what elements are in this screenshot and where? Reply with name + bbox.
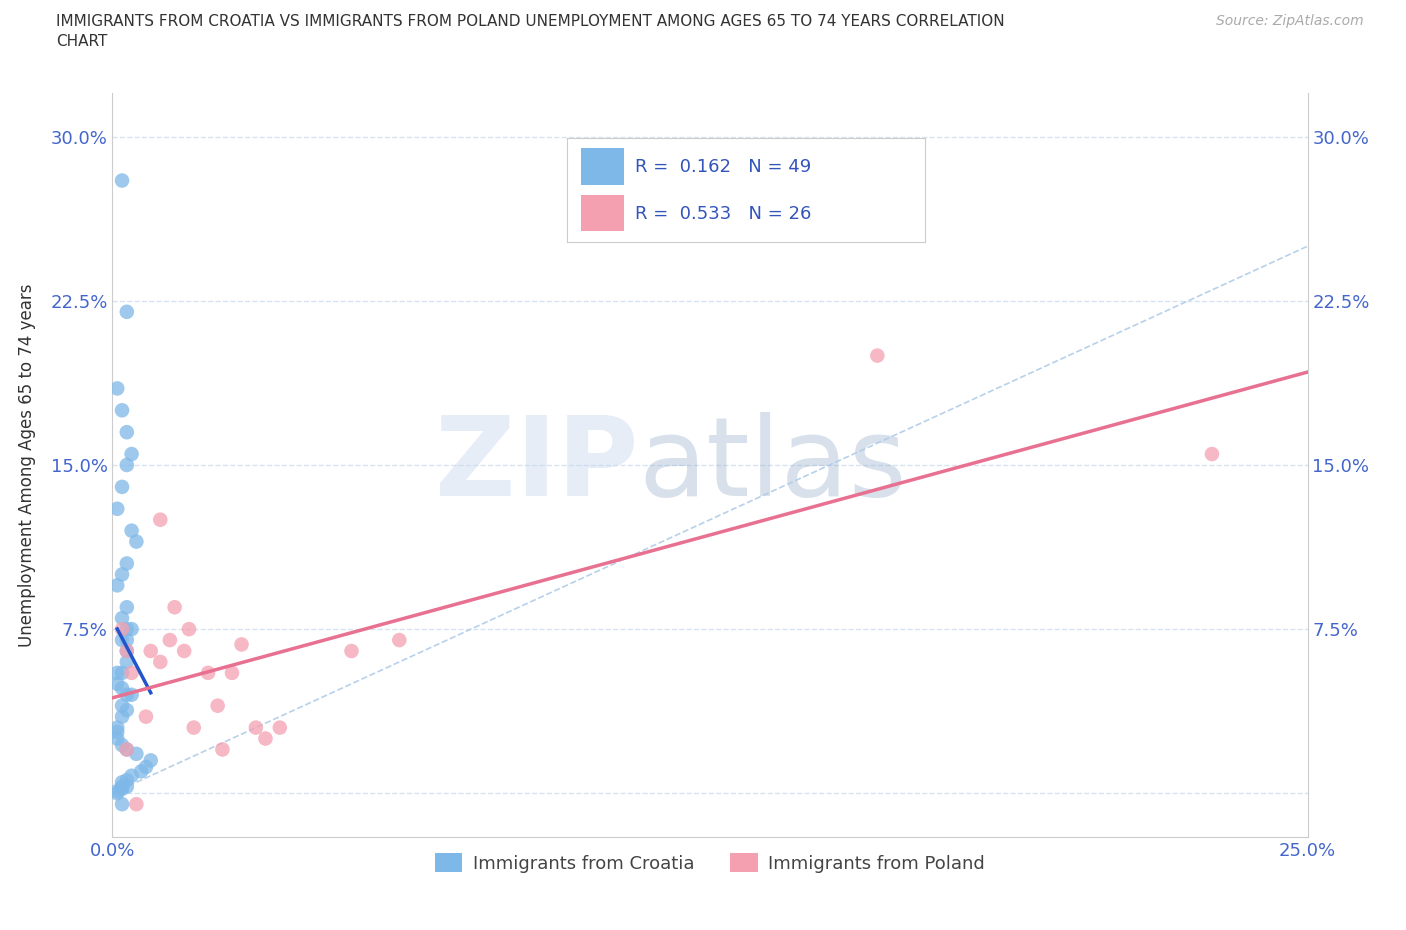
Point	[111, 632, 134, 647]
Point	[111, 737, 134, 752]
Point	[183, 720, 205, 735]
Point	[115, 600, 138, 615]
Point	[125, 747, 148, 762]
Point	[254, 731, 277, 746]
Point	[115, 742, 138, 757]
Point	[388, 632, 411, 647]
Text: Source: ZipAtlas.com: Source: ZipAtlas.com	[1216, 14, 1364, 28]
Point	[115, 632, 138, 647]
Point	[245, 720, 267, 735]
Point	[105, 731, 128, 746]
Point	[115, 773, 138, 788]
Point	[125, 534, 148, 549]
Point	[211, 742, 233, 757]
Point	[1201, 446, 1223, 461]
Point	[173, 644, 195, 658]
Point	[115, 687, 138, 702]
Y-axis label: Unemployment Among Ages 65 to 74 years: Unemployment Among Ages 65 to 74 years	[18, 284, 37, 646]
Point	[115, 655, 138, 670]
Point	[139, 644, 162, 658]
Point	[111, 403, 134, 418]
Point	[135, 710, 157, 724]
Point	[105, 381, 128, 396]
Point	[115, 621, 138, 636]
Point	[115, 703, 138, 718]
Point	[269, 720, 291, 735]
Point	[105, 724, 128, 739]
Point	[111, 775, 134, 790]
Point	[105, 720, 128, 735]
Point	[149, 655, 172, 670]
Point	[121, 621, 143, 636]
Text: CHART: CHART	[56, 34, 108, 49]
Point	[111, 710, 134, 724]
Point	[115, 425, 138, 440]
Legend: Immigrants from Croatia, Immigrants from Poland: Immigrants from Croatia, Immigrants from…	[427, 846, 993, 880]
Point	[231, 637, 253, 652]
Point	[115, 644, 138, 658]
Point	[111, 621, 134, 636]
Point	[111, 698, 134, 713]
Point	[111, 173, 134, 188]
Point	[139, 753, 162, 768]
Point	[105, 501, 128, 516]
Point	[111, 611, 134, 626]
Point	[129, 764, 152, 778]
Point	[149, 512, 172, 527]
Text: ZIP: ZIP	[434, 411, 638, 519]
Point	[207, 698, 229, 713]
Point	[111, 567, 134, 582]
Point	[105, 784, 128, 799]
Point	[121, 446, 143, 461]
Point	[115, 742, 138, 757]
Point	[105, 666, 128, 681]
Point	[121, 687, 143, 702]
Point	[105, 676, 128, 691]
Point	[177, 621, 200, 636]
Point	[111, 666, 134, 681]
Point	[111, 480, 134, 495]
Point	[111, 681, 134, 696]
Text: IMMIGRANTS FROM CROATIA VS IMMIGRANTS FROM POLAND UNEMPLOYMENT AMONG AGES 65 TO : IMMIGRANTS FROM CROATIA VS IMMIGRANTS FR…	[56, 14, 1005, 29]
Point	[105, 786, 128, 801]
Point	[866, 348, 889, 363]
Point	[121, 666, 143, 681]
Point	[115, 779, 138, 794]
Point	[340, 644, 363, 658]
Point	[115, 458, 138, 472]
Point	[111, 781, 134, 796]
Point	[135, 760, 157, 775]
Point	[221, 666, 243, 681]
Point	[105, 578, 128, 592]
Point	[115, 556, 138, 571]
Point	[197, 666, 219, 681]
Point	[111, 797, 134, 812]
Point	[121, 524, 143, 538]
Point	[159, 632, 181, 647]
Point	[111, 779, 134, 794]
Point	[125, 797, 148, 812]
Point	[115, 304, 138, 319]
Point	[115, 644, 138, 658]
Point	[163, 600, 186, 615]
Point	[121, 768, 143, 783]
Text: atlas: atlas	[638, 411, 907, 519]
